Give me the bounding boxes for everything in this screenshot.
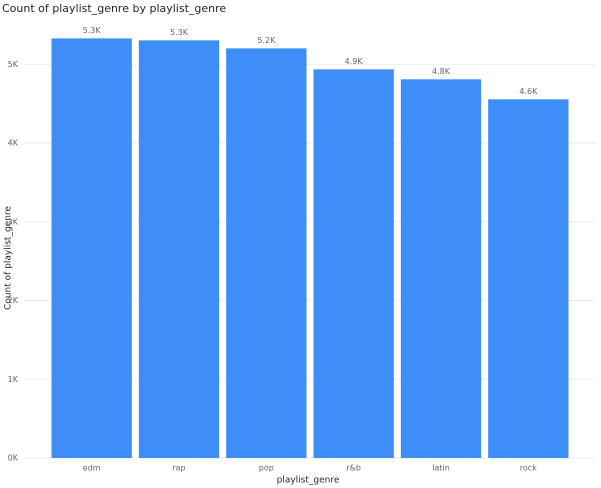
data-label: 4.8K	[432, 67, 451, 76]
data-label: 5.3K	[170, 28, 189, 37]
x-axis-title: playlist_genre	[277, 476, 340, 486]
chart-title: Count of playlist_genre by playlist_genr…	[2, 2, 226, 15]
x-tick-label: rap	[172, 464, 185, 473]
y-tick-label: 1K	[8, 375, 19, 384]
x-tick-label: r&b	[346, 464, 361, 473]
x-tick-label: latin	[432, 464, 450, 473]
data-label: 5.3K	[83, 26, 102, 35]
y-tick-label: 5K	[8, 60, 19, 69]
bar	[51, 38, 132, 458]
bar	[138, 40, 220, 459]
bar	[400, 79, 482, 459]
y-tick-label: 4K	[8, 139, 19, 148]
y-tick-label: 0K	[8, 454, 19, 463]
x-tick-label: pop	[259, 464, 274, 473]
bar	[313, 69, 394, 458]
y-axis-title: Count of playlist_genre	[4, 206, 14, 310]
x-tick-label: edm	[83, 464, 101, 473]
y-tick-label: 2K	[8, 296, 19, 305]
x-tick-label: rock	[520, 464, 537, 473]
data-label: 4.9K	[345, 57, 364, 66]
y-tick-label: 3K	[8, 217, 19, 226]
data-label: 4.6K	[519, 87, 538, 96]
data-label: 5.2K	[257, 36, 276, 45]
bar	[226, 48, 307, 459]
bar	[488, 99, 569, 458]
